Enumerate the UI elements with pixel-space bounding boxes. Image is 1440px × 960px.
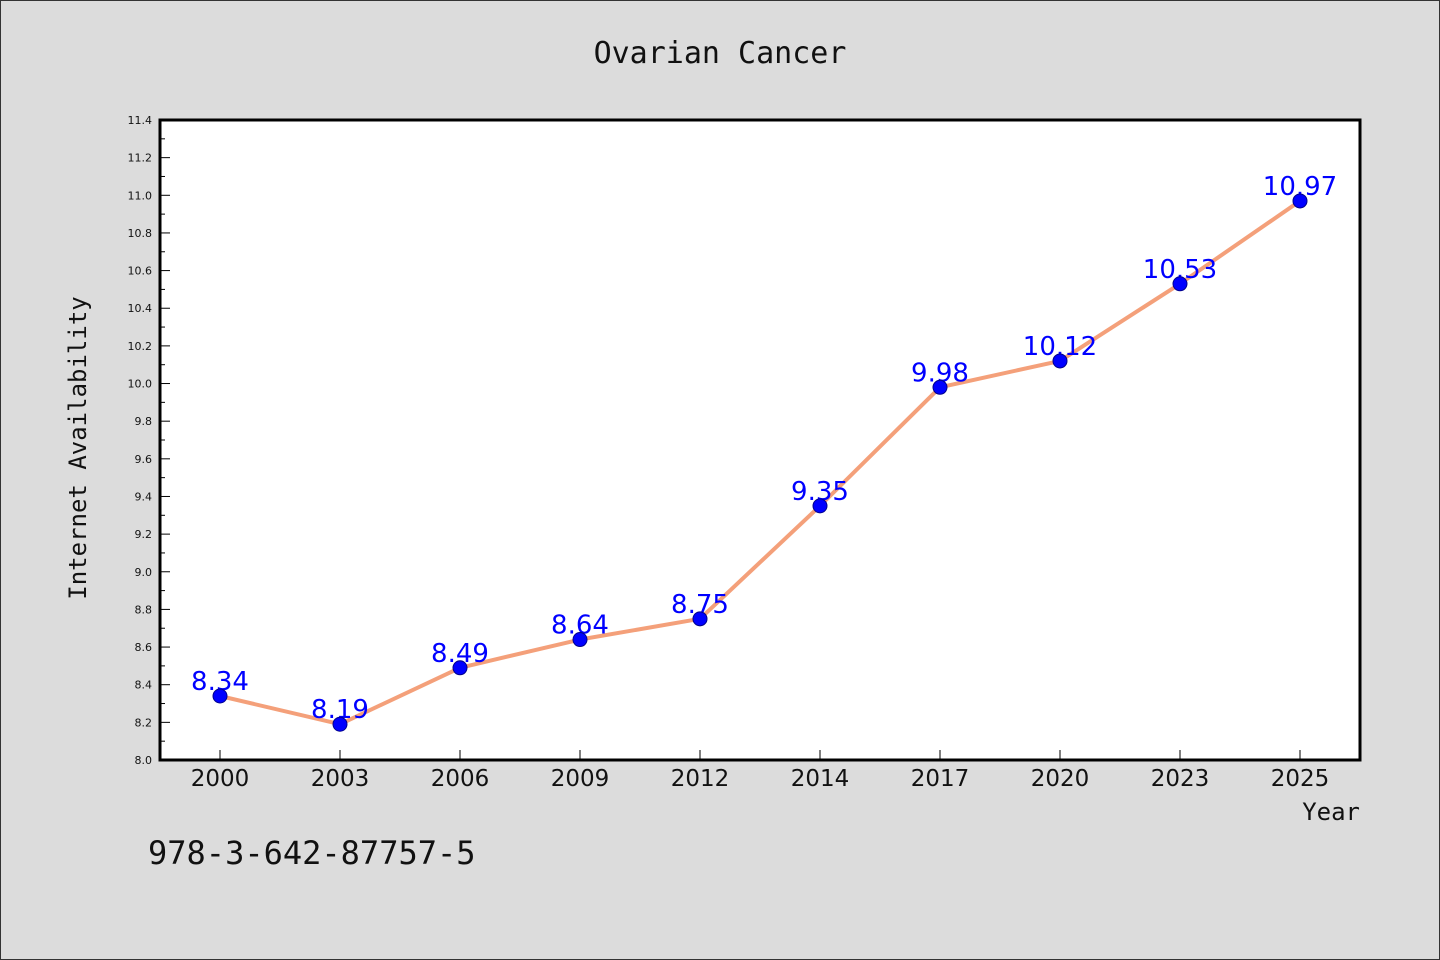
x-tick-label: 2003 — [311, 766, 370, 792]
data-point — [932, 379, 948, 395]
x-tick-label: 2017 — [911, 766, 970, 792]
x-axis-label: Year — [1302, 798, 1360, 826]
x-axis: 2000 2003 2006 2009 2012 2014 2017 2020 2023 2025 — [191, 750, 1330, 792]
y-tick-label: 10.8 — [128, 227, 153, 240]
x-tick-label: 2020 — [1031, 766, 1090, 792]
data-point — [452, 660, 468, 676]
y-tick-label: 8.4 — [135, 679, 153, 692]
y-tick-label: 10.0 — [128, 378, 153, 391]
series: 8.348.198.498.648.759.359.9810.1210.5310… — [191, 172, 1337, 732]
y-tick-label: 8.6 — [135, 641, 153, 654]
y-tick-label: 9.8 — [135, 415, 153, 428]
y-tick-label: 11.2 — [128, 152, 153, 165]
x-tick-label: 2012 — [671, 766, 730, 792]
data-point — [1292, 193, 1308, 209]
x-tick-label: 2000 — [191, 766, 250, 792]
y-tick-label: 8.0 — [135, 754, 153, 767]
y-axis-label: Internet Availability — [64, 296, 92, 599]
y-tick-label: 9.2 — [135, 528, 153, 541]
x-tick-label: 2006 — [431, 766, 490, 792]
y-tick-label: 10.4 — [128, 302, 153, 315]
data-point — [1172, 276, 1188, 292]
data-point — [692, 611, 708, 627]
y-tick-label: 9.0 — [135, 566, 153, 579]
plot-area — [158, 118, 1362, 762]
footnote-isbn: 978-3-642-87757-5 — [148, 834, 476, 872]
data-point — [1052, 353, 1068, 369]
data-point — [572, 632, 588, 648]
x-tick-label: 2023 — [1151, 766, 1210, 792]
y-tick-label: 10.6 — [128, 265, 153, 278]
y-tick-label: 11.0 — [128, 189, 153, 202]
chart-title: Ovarian Cancer — [594, 36, 847, 71]
y-tick-label: 9.6 — [135, 453, 153, 466]
data-point — [812, 498, 828, 514]
y-axis: 8.0 8.2 8.4 8.6 8.8 9.0 9.2 9.4 9.6 9.8 10.0 10.2 10… — [128, 114, 170, 767]
data-point — [212, 688, 228, 704]
x-tick-label: 2025 — [1271, 766, 1330, 792]
data-point — [332, 716, 348, 732]
y-tick-label: 11.4 — [128, 114, 153, 127]
y-tick-label: 8.2 — [135, 716, 153, 729]
y-tick-label: 10.2 — [128, 340, 153, 353]
y-tick-label: 9.4 — [135, 490, 153, 503]
y-tick-label: 8.8 — [135, 603, 153, 616]
x-tick-label: 2009 — [551, 766, 610, 792]
x-tick-label: 2014 — [791, 766, 850, 792]
series-line — [219, 199, 1302, 727]
